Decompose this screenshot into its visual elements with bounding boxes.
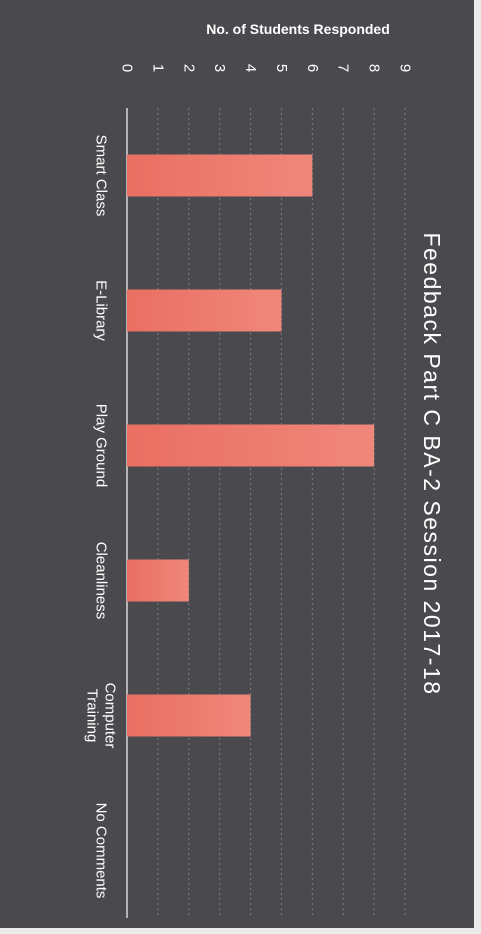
category-label: No Comments [93, 803, 110, 899]
tick-label: 9 [397, 64, 414, 72]
tick-label: 6 [304, 64, 321, 72]
tick-label: 2 [180, 64, 197, 72]
bar [127, 559, 189, 602]
bar [127, 424, 375, 467]
y-axis-title: No. of Students Responded [206, 21, 390, 37]
tick-label: 3 [211, 64, 228, 72]
category-label: E-Library [93, 280, 110, 341]
bar-chart: 0 1 2 3 4 5 6 7 8 9 Smart Class E-Library Play Grou… [84, 21, 445, 918]
category-label: Computer [102, 683, 119, 749]
chart-panel: 0 1 2 3 4 5 6 7 8 9 Smart Class E-Library Play Grou… [0, 0, 474, 928]
chart-title: Feedback Part C BA-2 Session 2017-18 [419, 232, 445, 695]
bar [127, 154, 313, 197]
tick-label: 4 [242, 64, 259, 72]
category-label: Cleanliness [93, 542, 110, 620]
tick-label: 0 [119, 64, 136, 72]
tick-label: 7 [335, 64, 352, 72]
tick-label: 8 [366, 64, 383, 72]
tick-label: 5 [273, 64, 290, 72]
category-label: Play Ground [93, 404, 110, 487]
category-label: Training [84, 689, 101, 743]
category-label: Smart Class [93, 135, 110, 217]
bar [127, 289, 282, 332]
bar [127, 694, 251, 737]
tick-label: 1 [149, 64, 166, 72]
